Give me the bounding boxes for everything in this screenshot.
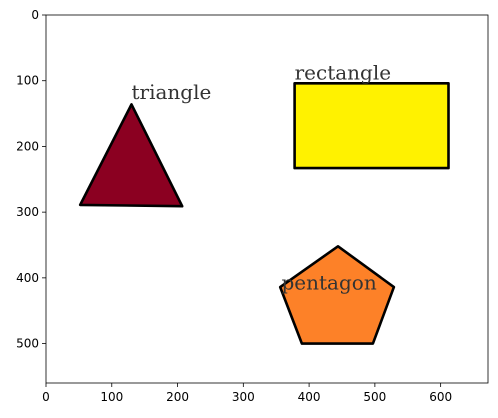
x-tick-label: 0 [42,390,50,404]
y-tick-label: 200 [16,139,39,153]
x-tick-label: 500 [363,390,386,404]
shapes-layer [80,83,448,343]
y-tick-label: 300 [16,205,39,219]
y-tick-label: 0 [31,8,39,22]
y-tick-label: 500 [16,337,39,351]
x-tick-label: 600 [429,390,452,404]
x-tick-label: 400 [298,390,321,404]
triangle-shape [80,104,182,206]
rectangle-shape [295,83,449,168]
pentagon-shape [280,246,394,343]
x-axis: 0 100 200 300 400 500 600 [42,383,452,404]
x-tick-label: 100 [100,390,123,404]
x-tick-label: 300 [232,390,255,404]
y-tick-label: 100 [16,74,39,88]
y-tick-label: 400 [16,271,39,285]
y-axis: 0 100 200 300 400 500 [16,8,46,351]
rectangle-label: rectangle [295,60,391,84]
triangle-label: triangle [132,80,212,104]
pentagon-label: pentagon [282,271,377,295]
x-tick-label: 200 [166,390,189,404]
